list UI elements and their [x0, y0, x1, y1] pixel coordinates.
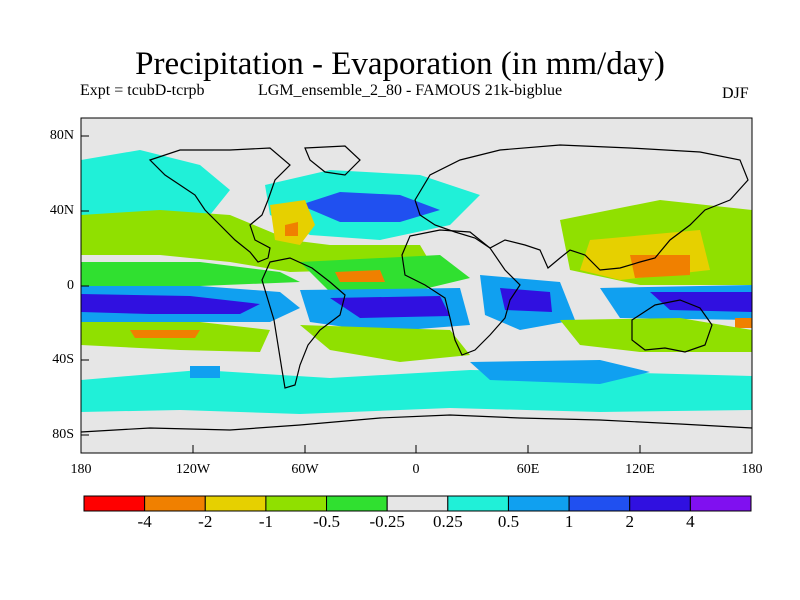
colorbar-swatch [144, 495, 206, 512]
lon-label-120w: 120W [175, 462, 211, 477]
lon-label-60e: 60E [516, 462, 540, 477]
field-band-violet [500, 288, 552, 312]
map-field [81, 118, 752, 453]
field-band-violet [81, 294, 260, 314]
lon-label-180w: 180 [70, 462, 92, 477]
field-band-yellow [270, 200, 315, 245]
experiment-label: Expt = tcubD-tcrpb [80, 82, 205, 99]
lat-label-40n: 40N [49, 203, 74, 218]
colorbar-swatch [83, 495, 146, 512]
colorbar-label: 0.5 [497, 512, 520, 531]
field-band-green [300, 325, 470, 362]
colorbar-label: 2 [625, 512, 634, 531]
field-band-cyan [81, 370, 752, 414]
chart-title: Precipitation - Evaporation (in mm/day) [135, 46, 665, 82]
colorbar-swatch [568, 495, 631, 512]
colorbar-label: 1 [564, 512, 574, 531]
colorbar-swatch [447, 495, 509, 512]
colorbar-swatch [507, 495, 570, 512]
africa-coast [401, 229, 521, 356]
colorbar [83, 495, 752, 512]
coastlines [80, 144, 753, 433]
colorbar-swatch [326, 495, 388, 512]
field-band-green [81, 262, 300, 286]
colorbar-swatch [204, 495, 267, 512]
lat-label-80s: 80S [52, 427, 74, 442]
colorbar-swatch [386, 495, 449, 512]
lon-label-120e: 120E [625, 462, 655, 477]
field-band-green [300, 255, 470, 292]
south-america-coast [261, 257, 346, 389]
colorbar-label: -2 [198, 512, 213, 531]
lat-label-40s: 40S [52, 352, 74, 367]
north-america-coast [148, 147, 291, 263]
field-band-orange [630, 255, 690, 278]
colorbar-swatch [629, 495, 691, 512]
field-band-green [81, 210, 430, 272]
field-band-cyan [470, 360, 650, 384]
axis-ticks [80, 135, 753, 453]
field-band-green [560, 318, 752, 352]
lat-label-0: 0 [67, 278, 74, 293]
colorbar-label: 0.25 [432, 512, 463, 531]
field-band-orange [130, 330, 200, 338]
field-band-orange [335, 270, 385, 282]
lon-label-180e: 180 [741, 462, 763, 477]
colorbar-label: -0.5 [313, 512, 340, 531]
colorbar-label: -1 [258, 512, 273, 531]
colorbar-swatch [265, 495, 328, 512]
greenland-coast [304, 145, 361, 176]
antarctica-coast [80, 414, 753, 433]
field-band-cyan [81, 150, 230, 218]
field-band-blue [300, 192, 440, 222]
australia-coast [631, 299, 713, 353]
lon-label-60w: 60W [291, 462, 319, 477]
field-band-orange [285, 222, 298, 236]
season-label: DJF [722, 85, 749, 102]
colorbar-label: 4 [686, 512, 695, 531]
colorbar-label: -0.25 [369, 512, 405, 531]
colorbar-label: -4 [137, 512, 152, 531]
lat-label-80n: 80N [49, 128, 74, 143]
lon-label-0: 0 [412, 462, 420, 477]
colorbar-swatch [689, 495, 752, 512]
field-band-violet [330, 296, 450, 318]
run-label: LGM_ensemble_2_80 - FAMOUS 21k-bigblue [258, 82, 563, 99]
field-band-cyan [190, 366, 220, 378]
field-band-violet [650, 292, 752, 312]
field-band-orange [735, 318, 752, 328]
